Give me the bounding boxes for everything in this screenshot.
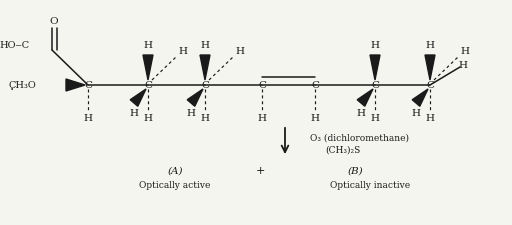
- Text: O: O: [50, 16, 58, 25]
- Text: (A): (A): [167, 166, 183, 175]
- Text: H: H: [371, 41, 379, 50]
- Text: C: C: [144, 81, 152, 90]
- Text: H: H: [179, 46, 187, 55]
- Text: C: C: [426, 81, 434, 90]
- Text: H: H: [356, 109, 366, 118]
- Text: CH₃O: CH₃O: [8, 81, 36, 90]
- Text: H: H: [412, 109, 420, 118]
- Text: H: H: [425, 114, 435, 123]
- Text: (CH₃)₂S: (CH₃)₂S: [325, 145, 360, 154]
- Text: C: C: [84, 81, 92, 90]
- Text: C: C: [371, 81, 379, 90]
- Text: O₃ (dichloromethane): O₃ (dichloromethane): [310, 133, 409, 142]
- Polygon shape: [143, 56, 153, 81]
- Text: H: H: [236, 46, 245, 55]
- Text: Optically active: Optically active: [139, 181, 210, 190]
- Text: H: H: [186, 109, 196, 118]
- Polygon shape: [66, 80, 85, 92]
- Text: H: H: [425, 41, 435, 50]
- Text: H: H: [201, 41, 209, 50]
- Text: H: H: [83, 114, 93, 123]
- Text: C: C: [258, 81, 266, 90]
- Text: H: H: [371, 114, 379, 123]
- Text: H: H: [143, 114, 153, 123]
- Polygon shape: [370, 56, 380, 81]
- Text: Optically inactive: Optically inactive: [330, 181, 410, 190]
- Polygon shape: [412, 90, 428, 107]
- Polygon shape: [200, 56, 210, 81]
- Text: H: H: [460, 46, 470, 55]
- Polygon shape: [187, 90, 203, 107]
- Polygon shape: [130, 90, 146, 107]
- Text: H: H: [459, 61, 467, 70]
- Text: +: +: [255, 165, 265, 175]
- Text: C: C: [311, 81, 319, 90]
- Polygon shape: [357, 90, 373, 107]
- Text: H: H: [130, 109, 139, 118]
- Polygon shape: [425, 56, 435, 81]
- Text: H: H: [310, 114, 319, 123]
- Text: C: C: [201, 81, 209, 90]
- Text: .: .: [10, 79, 14, 93]
- Text: H: H: [258, 114, 267, 123]
- Text: (B): (B): [347, 166, 363, 175]
- Text: HO‒C: HO‒C: [0, 41, 30, 50]
- Text: H: H: [201, 114, 209, 123]
- Text: H: H: [143, 41, 153, 50]
